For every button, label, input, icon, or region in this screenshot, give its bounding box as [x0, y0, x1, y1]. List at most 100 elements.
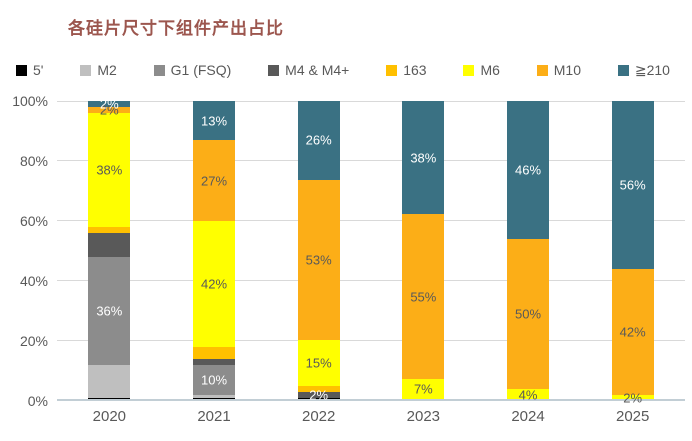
segment-m2-2021 — [193, 395, 235, 398]
legend-label-210: ≧210 — [634, 61, 670, 78]
y-tick-40: 40% — [19, 273, 48, 289]
segment-m10-2024: 50% — [507, 239, 550, 389]
segment-163-2020 — [88, 227, 131, 233]
legend-label-5: 5' — [33, 62, 44, 78]
x-axis-label-2025: 2025 — [616, 408, 650, 425]
segment-m6-2020: 38% — [88, 113, 131, 227]
stacked-bar-2020: 36% 38% 2% 2% — [88, 97, 131, 401]
data-label-m6-2025: 2% — [623, 390, 643, 406]
segment-m4-m4-2022: 2% — [297, 387, 340, 402]
legend: 5' M2 G1 (FSQ) M4 & M4+ 163 M6 M10 ≧210 — [16, 58, 670, 82]
segment-m10-2023: 55% — [402, 214, 445, 379]
gridline-80 — [57, 160, 685, 161]
legend-label-m4-m4: M4 & M4+ — [285, 62, 350, 78]
chart-title: 各硅片尺寸下组件产出占比 — [68, 19, 284, 38]
data-label-m10-2025: 42% — [619, 324, 646, 340]
legend-item-163: 163 — [386, 62, 427, 78]
y-tick-80: 80% — [19, 153, 48, 169]
legend-item-210: ≧210 — [617, 61, 670, 79]
bar-slot-2020: 36% 38% 2% 2% — [57, 97, 162, 401]
data-label-m6-2022: 15% — [305, 355, 332, 371]
x-axis-label-2022: 2022 — [301, 408, 336, 425]
gridline-20 — [57, 340, 685, 341]
segment-m4-m4-2020 — [88, 233, 131, 257]
bar-slot-2024: 4% 50% 46% — [476, 101, 581, 403]
y-tick-100: 100% — [12, 93, 48, 109]
segment-m10-2022: 53% — [297, 179, 340, 341]
legend-swatch-m4-m4 — [268, 64, 280, 76]
legend-item-m2: M2 — [80, 62, 117, 78]
segment-m6-2022: 15% — [297, 340, 340, 386]
x-axis-labels: 2020 2021 2022 2023 2024 2025 — [57, 408, 685, 425]
segment-210-2025: 56% — [611, 101, 654, 269]
x-axis-line — [57, 399, 685, 401]
bar-slot-2022: 2% 15% 53% 26% — [266, 101, 371, 402]
gridline-100 — [57, 101, 685, 102]
segment-m6-2021: 42% — [193, 221, 235, 347]
data-label-210-2022: 26% — [305, 132, 332, 148]
stacked-bar-2022: 2% 15% 53% 26% — [297, 101, 340, 402]
legend-swatch-g1-fsq — [153, 64, 165, 76]
stacked-bar-2025: 2% 42% 56% — [611, 101, 654, 406]
segment-m10-2020: 2% — [88, 103, 131, 118]
stacked-bar-2023: 7% 55% 38% — [402, 101, 445, 401]
gridline-40 — [57, 280, 685, 281]
data-label-m10-2022: 53% — [305, 252, 332, 268]
legend-swatch-m2 — [80, 64, 92, 76]
legend-label-m10: M10 — [553, 62, 581, 78]
data-label-210-2020: 2% — [99, 96, 119, 112]
legend-label-163: 163 — [403, 62, 427, 78]
y-tick-20: 20% — [19, 333, 48, 349]
segment-m10-2025: 42% — [611, 269, 654, 395]
data-label-m6-2021: 42% — [200, 276, 228, 292]
legend-swatch-m10 — [536, 64, 548, 76]
gridline-60 — [57, 220, 685, 221]
legend-item-g1-fsq: G1 (FSQ) — [153, 62, 232, 78]
legend-label-m6: M6 — [480, 62, 500, 78]
x-axis-label-2023: 2023 — [406, 408, 441, 425]
plot-area: 0% 20% 40% 60% 80% 100% 36% 38% 2% 2% 10% 42%… — [12, 93, 685, 425]
data-label-m10-2021: 27% — [200, 173, 228, 188]
segment-210-2022: 26% — [297, 101, 340, 180]
data-label-m6-2020: 38% — [96, 162, 123, 178]
legend-swatch-163 — [386, 64, 398, 76]
legend-label-m2: M2 — [97, 62, 117, 78]
x-axis-label-2024: 2024 — [511, 408, 545, 425]
legend-swatch-5 — [16, 64, 27, 76]
legend-item-m4-m4: M4 & M4+ — [268, 62, 349, 78]
data-label-m6-2024: 4% — [518, 387, 538, 403]
segment-163-2021 — [193, 347, 235, 359]
segment-210-2023: 38% — [402, 101, 445, 215]
legend-swatch-m6 — [463, 64, 475, 76]
data-label-m10-2023: 55% — [410, 289, 437, 305]
legend-swatch-210 — [617, 64, 629, 76]
x-axis-label-2020: 2020 — [92, 408, 127, 425]
segment-m6-2023: 7% — [402, 378, 445, 400]
legend-item-5: 5' — [16, 62, 43, 78]
bar-slot-2023: 7% 55% 38% — [371, 101, 476, 401]
segment-210-2020: 2% — [88, 97, 131, 112]
segment-m6-2024: 4% — [507, 388, 550, 403]
data-label-g1-fsq-2020: 36% — [96, 303, 123, 319]
segment-163-2022 — [297, 385, 340, 392]
data-label-m10-2024: 50% — [515, 306, 542, 322]
data-label-m10-2020: 2% — [99, 102, 119, 118]
segment-m6-2025: 2% — [611, 391, 654, 406]
bar-slot-2025: 2% 42% 56% — [580, 101, 685, 406]
data-label-210-2025: 56% — [619, 177, 646, 193]
segment-210-2024: 46% — [507, 101, 550, 239]
bars-area: 36% 38% 2% 2% 10% 42% 27% 13% 2% 15% 53% 26% 7% 55% 38… — [57, 97, 685, 406]
legend-item-m10: M10 — [536, 62, 581, 78]
segment-m4-m4-2021 — [193, 359, 235, 365]
segment-m2-2020 — [88, 365, 131, 398]
y-tick-0: 0% — [27, 393, 48, 409]
legend-label-g1-fsq: G1 (FSQ) — [170, 62, 232, 78]
segment-m10-2021: 27% — [193, 140, 235, 221]
legend-item-m6: M6 — [463, 62, 500, 78]
data-label-m4-m4-2022: 2% — [309, 387, 329, 403]
data-label-210-2023: 38% — [410, 150, 437, 166]
x-axis-label-2021: 2021 — [197, 408, 231, 425]
stacked-bar-2021: 10% 42% 27% 13% — [193, 101, 235, 401]
segment-g1-fsq-2021: 10% — [193, 365, 235, 395]
